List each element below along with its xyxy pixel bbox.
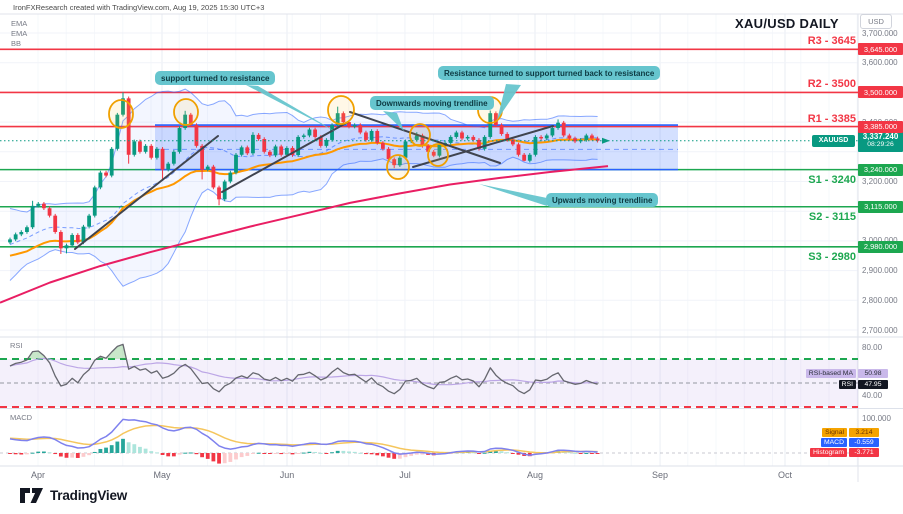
macd-pane-label: MACD — [10, 413, 33, 422]
tradingview-logo-text: TradingView — [50, 488, 128, 503]
rsi-value: 47.95 — [858, 380, 888, 389]
level-label-s1[interactable]: S1 - 3240 — [808, 173, 856, 186]
level-label-r1[interactable]: R1 - 3385 — [807, 112, 856, 125]
last-price-value: 3,337.240 — [862, 132, 899, 142]
callout-resistance-support-resistance[interactable]: Resistance turned to support turned back… — [438, 66, 661, 80]
level-badge-r2[interactable]: 3,500.000 — [858, 86, 903, 99]
instrument-symbol-badge: XAUUSD — [812, 134, 855, 147]
level-label-r2[interactable]: R2 - 3500 — [807, 78, 856, 91]
level-badge-s2[interactable]: 3,115.000 — [858, 200, 903, 213]
macd-histogram-badge: Histogram -3.771 — [810, 448, 879, 457]
signal-label: Signal — [822, 428, 847, 437]
rsi-pane-label: RSI — [10, 341, 23, 350]
time-axis-month-label[interactable]: Apr — [30, 470, 46, 480]
currency-unit-box: USD — [860, 14, 892, 29]
macd-value: -0.559 — [849, 438, 879, 447]
macd-axis-tick[interactable]: 100.000 — [862, 413, 891, 423]
time-axis-month-label[interactable]: Jul — [399, 470, 411, 480]
level-badge-r3[interactable]: 3,645.000 — [858, 43, 903, 56]
macd-signal-badge: Signal 3.214 — [822, 428, 879, 437]
legend-item-ema1[interactable]: EMA — [11, 19, 28, 28]
rsi-axis-tick[interactable]: 40.00 — [862, 390, 883, 400]
macd-line-badge: MACD -0.559 — [820, 438, 879, 447]
time-axis-month-label[interactable]: Jun — [279, 470, 295, 480]
time-axis-month-label[interactable]: May — [153, 470, 171, 480]
rsi-axis-tick[interactable]: 80.00 — [862, 342, 883, 352]
last-price-badge: 3,337.240 08:29:26 — [858, 129, 903, 152]
level-badge-r1[interactable]: 3,385.000 — [858, 120, 903, 133]
time-axis-month-label[interactable]: Sep — [651, 470, 669, 480]
rsi-value-badge: RSI 47.95 — [838, 380, 888, 389]
level-badge-s1[interactable]: 3,240.000 — [858, 163, 903, 176]
legend-item-ema2[interactable]: EMA — [11, 29, 28, 38]
level-badge-s3[interactable]: 2,980.000 — [858, 240, 903, 253]
price-axis-tick[interactable]: 3,600.000 — [862, 58, 898, 68]
legend-item-bb[interactable]: BB — [11, 39, 22, 48]
price-axis-tick[interactable]: 2,900.000 — [862, 266, 898, 276]
callout-downwards-trendline[interactable]: Downwards moving trendline — [370, 96, 494, 110]
histogram-label: Histogram — [810, 448, 847, 457]
rsi-ma-value: 50.98 — [858, 369, 888, 378]
signal-value: 3.214 — [849, 428, 879, 437]
callout-support-resistance[interactable]: support turned to resistance — [155, 71, 276, 85]
rsi-label: RSI — [838, 380, 856, 389]
price-axis-tick[interactable]: 3,200.000 — [862, 177, 898, 186]
macd-label: MACD — [820, 438, 847, 447]
tradingview-logo[interactable]: TradingView — [20, 487, 127, 504]
level-label-r3[interactable]: R3 - 3645 — [807, 35, 856, 48]
level-label-s3[interactable]: S3 - 2980 — [808, 250, 856, 263]
rsi-ma-badge: RSI-based MA 50.98 — [805, 369, 888, 378]
callout-upwards-trendline[interactable]: Upwards moving trendline — [546, 193, 659, 207]
time-axis-month-label[interactable]: Oct — [777, 470, 793, 480]
price-axis-tick[interactable]: 2,700.000 — [862, 325, 898, 335]
price-axis-tick[interactable]: 3,700.000 — [862, 28, 898, 38]
bar-countdown: 08:29:26 — [867, 141, 894, 149]
time-axis-month-label[interactable]: Aug — [526, 470, 544, 480]
rsi-ma-label: RSI-based MA — [805, 369, 856, 378]
price-axis-tick[interactable]: 2,800.000 — [862, 295, 898, 305]
histogram-value: -3.771 — [849, 448, 879, 457]
chart-title: XAU/USD DAILY — [735, 16, 839, 31]
attribution-text: IronFXResearch created with TradingView.… — [13, 3, 265, 12]
tradingview-logo-icon — [20, 488, 43, 503]
level-label-s2[interactable]: S2 - 3115 — [808, 210, 856, 223]
